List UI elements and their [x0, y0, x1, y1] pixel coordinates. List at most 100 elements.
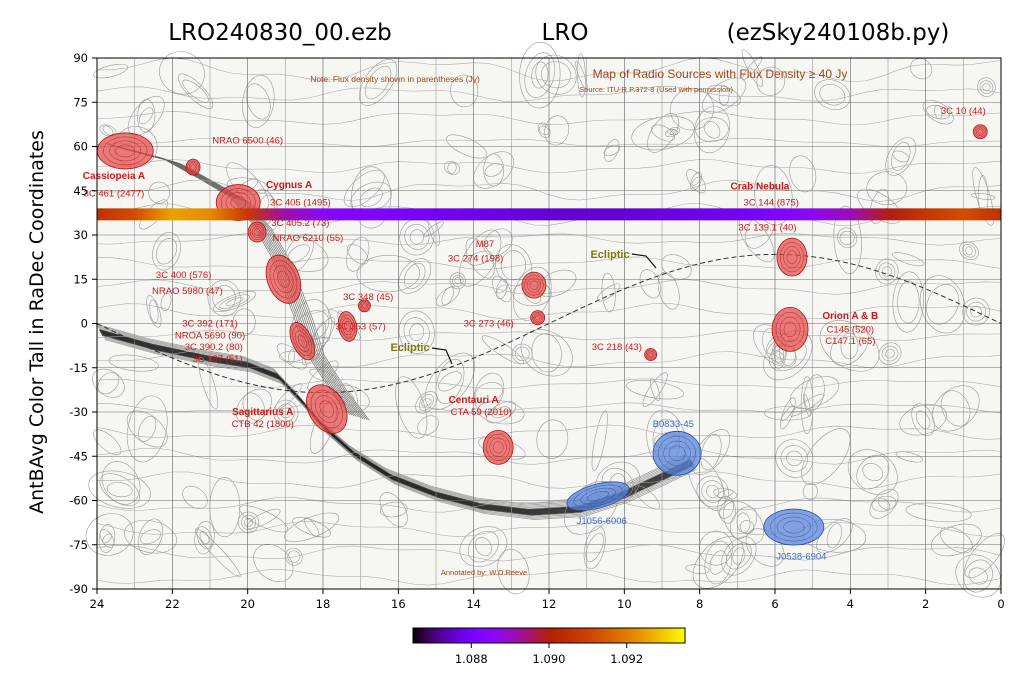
contour-ring: [292, 517, 332, 538]
contour-ring: [99, 473, 140, 506]
heatmap-cell: [699, 208, 700, 220]
radio-source-ring: [529, 280, 539, 290]
radio-source-ring: [269, 260, 298, 299]
radio-source-ring: [359, 300, 370, 311]
contour-ring: [962, 244, 976, 258]
heatmap-cell: [963, 208, 964, 220]
contour-ring: [780, 397, 796, 430]
source-label: 3C 405.2 (73): [271, 218, 329, 229]
heatmap-cell: [624, 208, 625, 220]
contour-ring: [219, 294, 250, 309]
contour-ring: [444, 160, 460, 175]
contour-ring: [519, 41, 561, 109]
contour-ring: [474, 537, 492, 557]
radio-source-ring: [535, 314, 541, 321]
contour-ring: [102, 533, 112, 544]
x-tick-label: 2: [922, 597, 929, 611]
contour-ring: [212, 285, 236, 311]
galactic-plane-contour: [105, 339, 697, 520]
source-label: 3C 400 (576): [156, 270, 211, 281]
contour-ring: [450, 74, 479, 108]
contour-ring: [85, 513, 134, 556]
contour-ring: [802, 483, 818, 500]
source-label: 3C 353 (57): [336, 321, 386, 332]
pulsar-source-ring: [776, 516, 811, 538]
contour-ring: [459, 526, 508, 567]
heatmap-cell: [172, 208, 173, 220]
contour-ring: [93, 429, 122, 456]
ecliptic-label: Ecliptic: [390, 342, 429, 354]
pulsar-source-ring: [783, 520, 805, 534]
contour-ring: [253, 543, 294, 583]
heatmap-cell: [737, 208, 738, 220]
contour-ring: [651, 124, 675, 142]
contour-ring: [146, 295, 162, 328]
radio-source-ring: [273, 265, 294, 294]
contour-ring: [88, 470, 151, 509]
pulsar-source-ring: [668, 445, 686, 462]
contour-ring: [126, 410, 168, 448]
contour-ring: [875, 258, 899, 285]
contour-ring: [780, 445, 809, 472]
radio-source-ellipse: [185, 158, 201, 176]
contour-ring: [536, 419, 569, 459]
x-tick-label: 14: [466, 597, 481, 611]
source-label: 3C 387 (51): [192, 354, 242, 365]
radio-source-ring: [310, 389, 343, 429]
contour-ring: [915, 410, 931, 429]
cygnus-ridge-contour: [104, 142, 350, 415]
radio-source-ring: [315, 395, 339, 423]
contour-ring: [977, 77, 996, 97]
radio-source-ring: [187, 160, 199, 174]
contour-ring: [634, 485, 660, 510]
contour-ring: [897, 280, 920, 324]
source-label: 3C 390.2 (80): [185, 342, 243, 353]
source-label: CTA 59 (2010): [451, 407, 512, 418]
contour-ring: [699, 530, 734, 566]
contour-ring: [307, 360, 339, 391]
contour-ring: [773, 350, 785, 359]
contour-ring: [885, 137, 917, 176]
y-tick-label: -45: [69, 449, 88, 463]
source-label: 3C 139.1 (40): [738, 223, 796, 234]
contour-ring: [826, 523, 843, 549]
source-label: 3C 144 (875): [744, 198, 799, 209]
contour-ring: [718, 85, 730, 106]
x-tick-label: 4: [847, 597, 854, 611]
contour-ring: [515, 346, 530, 362]
contour-ring: [280, 407, 292, 419]
radio-source-ring: [295, 330, 310, 352]
radio-source-ellipse: [771, 306, 809, 352]
contour-ring: [435, 358, 465, 404]
heatmap-cell: [888, 208, 889, 220]
contour-ring: [905, 502, 972, 523]
contour-ring: [692, 536, 744, 589]
source-label: NROA 5690 (90): [175, 330, 245, 341]
contour-ring: [878, 342, 902, 365]
contour-ring: [693, 106, 731, 154]
contour-ring: [273, 399, 299, 426]
contour-ring: [781, 405, 795, 422]
radio-source-ellipse: [96, 132, 154, 170]
radio-source-ellipse: [247, 221, 267, 243]
contour-ring: [477, 400, 525, 425]
x-tick-label: 10: [617, 597, 632, 611]
contour-ring: [235, 388, 272, 425]
y-tick-label: 90: [73, 51, 88, 65]
contour-ring: [225, 297, 244, 306]
contour-ring: [970, 305, 982, 318]
contour-ring: [124, 519, 177, 554]
radio-source-ring: [783, 246, 801, 269]
heatmap-cell: [398, 208, 399, 220]
contour-ring: [139, 107, 154, 125]
contour-ring: [862, 463, 884, 481]
contour-ring: [97, 372, 120, 395]
radio-source-ring: [974, 126, 986, 138]
contour-ring: [685, 564, 710, 574]
radio-source-ring: [645, 349, 656, 360]
map-credit: Annotated by: W.D.Reeve: [441, 568, 527, 577]
contour-ring: [717, 489, 734, 499]
pulsar-label: J1056-6006: [577, 516, 627, 527]
contour-ring: [311, 322, 326, 361]
contour-ring: [700, 433, 722, 471]
